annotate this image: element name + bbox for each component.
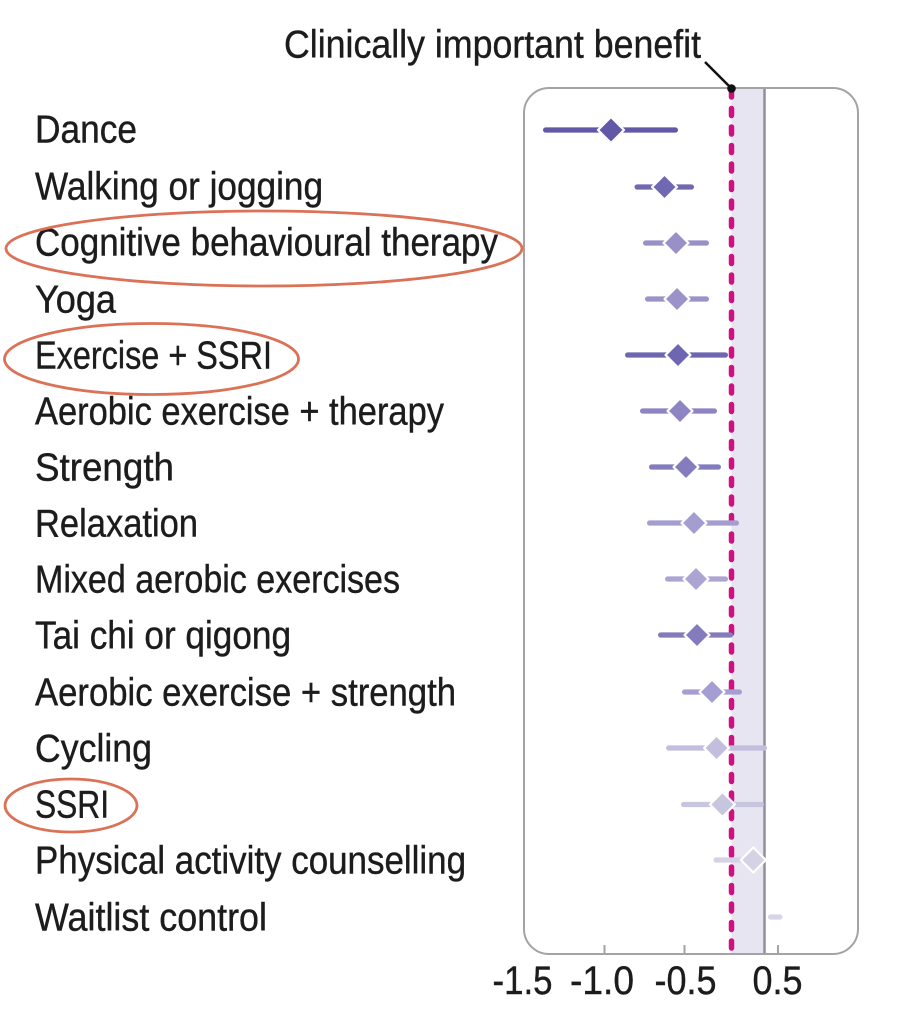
svg-text:Walking or jogging: Walking or jogging — [35, 166, 323, 209]
svg-text:Cycling: Cycling — [35, 728, 152, 771]
svg-text:Clinically important benefit: Clinically important benefit — [284, 24, 701, 67]
svg-text:Exercise + SSRI: Exercise + SSRI — [35, 335, 272, 378]
svg-text:-0.5: -0.5 — [655, 959, 717, 1003]
svg-text:Aerobic exercise + strength: Aerobic exercise + strength — [35, 672, 456, 715]
svg-text:-1.5: -1.5 — [493, 959, 553, 1003]
svg-text:-1.0: -1.0 — [570, 959, 634, 1003]
svg-text:Tai chi or qigong: Tai chi or qigong — [35, 615, 291, 658]
svg-text:Waitlist control: Waitlist control — [35, 897, 267, 940]
svg-text:Cognitive behavioural therapy: Cognitive behavioural therapy — [35, 222, 499, 265]
svg-text:Aerobic exercise + therapy: Aerobic exercise + therapy — [35, 391, 445, 434]
svg-text:Strength: Strength — [35, 447, 174, 490]
svg-text:0.5: 0.5 — [753, 959, 803, 1003]
svg-text:Physical activity counselling: Physical activity counselling — [35, 840, 466, 883]
svg-text:Dance: Dance — [35, 109, 137, 152]
svg-text:Relaxation: Relaxation — [35, 503, 198, 546]
svg-text:Yoga: Yoga — [35, 279, 117, 322]
svg-text:SSRI: SSRI — [35, 784, 109, 827]
svg-text:Mixed aerobic exercises: Mixed aerobic exercises — [35, 559, 400, 602]
